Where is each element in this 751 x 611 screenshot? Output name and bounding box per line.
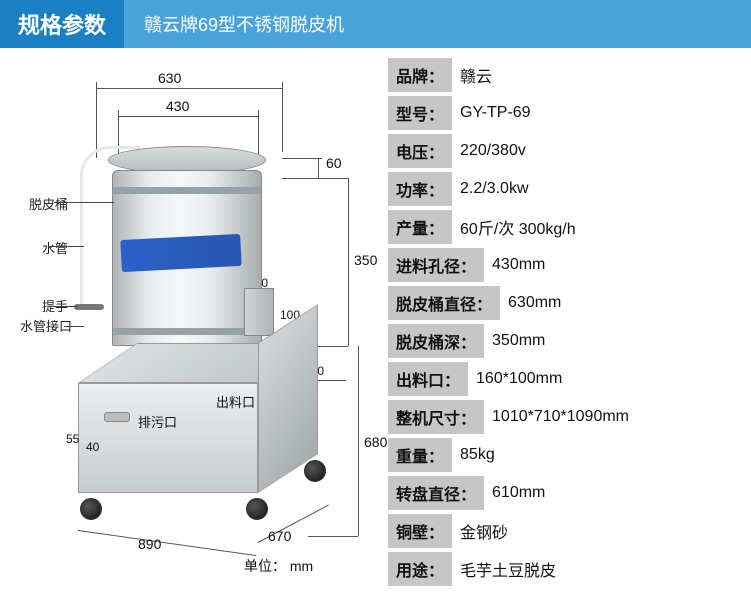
caster-wheel [80, 498, 102, 520]
content: 630 430 60 350 160 100 120 240 680 [0, 48, 751, 598]
dim-630: 630 [158, 70, 181, 86]
drum-brand-label [120, 234, 242, 272]
dim-line [118, 116, 258, 117]
spec-label: 进料孔径： [388, 248, 484, 282]
spec-value: 220/380v [452, 142, 526, 160]
dim-890: 890 [138, 536, 161, 552]
spec-label: 出料口： [388, 362, 468, 396]
drain-port [104, 412, 130, 422]
dim-680: 680 [364, 434, 387, 450]
label-hose: 水管 [8, 238, 68, 257]
spec-row: 出料口：160*100mm [388, 362, 743, 396]
spec-value: 430mm [484, 256, 545, 274]
spec-label: 品牌： [388, 58, 452, 92]
spec-row: 转盘直径：610mm [388, 476, 743, 510]
label-hose-port: 水管接口 [2, 316, 72, 335]
dim-line [358, 346, 359, 536]
label-drum: 脱皮桶 [8, 194, 68, 213]
spec-value: 160*100mm [468, 370, 562, 388]
dim-line [348, 178, 349, 346]
drum-band [113, 187, 261, 194]
spec-row: 用途：毛芋土豆脱皮 [388, 552, 743, 586]
spec-row: 脱皮桶直径：630mm [388, 286, 743, 320]
spec-label: 整机尺寸： [388, 400, 484, 434]
spec-row: 重量：85kg [388, 438, 743, 472]
spec-value: 60斤/次 300kg/h [452, 215, 576, 239]
dim-ext [308, 536, 358, 537]
spec-label: 功率： [388, 172, 452, 206]
spec-value: 1010*710*1090mm [484, 408, 629, 426]
caster-wheel [304, 460, 326, 482]
spec-value: 2.2/3.0kw [452, 180, 528, 198]
specs-table: 品牌：赣云 型号：GY-TP-69 电压：220/380v 功率：2.2/3.0… [388, 58, 743, 598]
dim-ext [96, 88, 97, 158]
dim-ext [282, 158, 322, 159]
spec-label: 脱皮桶直径： [388, 286, 500, 320]
dim-670: 670 [268, 528, 291, 544]
spec-row: 进料孔径：430mm [388, 248, 743, 282]
dim-60: 60 [326, 155, 342, 171]
dim-350: 350 [354, 252, 377, 268]
spec-value: 610mm [484, 484, 545, 502]
dim-ext [282, 178, 348, 179]
label-drain: 排污口 [138, 412, 177, 431]
spec-row: 功率：2.2/3.0kw [388, 172, 743, 206]
spec-label: 产量： [388, 210, 452, 244]
spec-row: 电压：220/380v [388, 134, 743, 168]
spec-value: 630mm [500, 294, 561, 312]
caster-wheel [246, 498, 268, 520]
label-leader [54, 202, 114, 203]
dim-430: 430 [166, 98, 189, 114]
spec-row: 型号：GY-TP-69 [388, 96, 743, 130]
spec-label: 脱皮桶深： [388, 324, 484, 358]
units-label: 单位： mm [244, 556, 313, 576]
spec-label: 用途： [388, 552, 452, 586]
spec-value: 85kg [452, 446, 495, 464]
dim-ext [282, 88, 283, 152]
label-leader [64, 326, 84, 327]
label-leader [48, 306, 78, 307]
dim-line [318, 158, 319, 178]
drum [112, 170, 262, 346]
technical-diagram: 630 430 60 350 160 100 120 240 680 [8, 58, 378, 598]
dim-40: 40 [86, 440, 99, 454]
drum-band [113, 328, 261, 335]
header-subtitle: 赣云牌69型不锈钢脱皮机 [124, 0, 751, 48]
header: 规格参数 赣云牌69型不锈钢脱皮机 [0, 0, 751, 48]
spec-row: 产量：60斤/次 300kg/h [388, 210, 743, 244]
spec-value: GY-TP-69 [452, 104, 531, 122]
label-discharge: 出料口 [216, 392, 255, 411]
spec-row: 整机尺寸：1010*710*1090mm [388, 400, 743, 434]
spec-label: 电压： [388, 134, 452, 168]
spec-label: 转盘直径： [388, 476, 484, 510]
handle [74, 304, 104, 310]
label-leader [48, 246, 84, 247]
dim-line [78, 530, 256, 556]
spec-row: 铜壁：金钢砂 [388, 514, 743, 548]
dim-line [96, 88, 282, 89]
spec-value: 毛芋土豆脱皮 [452, 557, 556, 581]
header-title: 规格参数 [0, 0, 124, 48]
spec-row: 品牌：赣云 [388, 58, 743, 92]
spec-label: 型号： [388, 96, 452, 130]
discharge-chute [244, 288, 274, 336]
spec-label: 重量： [388, 438, 452, 472]
spec-row: 脱皮桶深：350mm [388, 324, 743, 358]
spec-value: 金钢砂 [452, 519, 508, 543]
dim-55: 55 [66, 432, 79, 446]
spec-value: 350mm [484, 332, 545, 350]
spec-value: 赣云 [452, 63, 492, 87]
spec-label: 铜壁： [388, 514, 452, 548]
